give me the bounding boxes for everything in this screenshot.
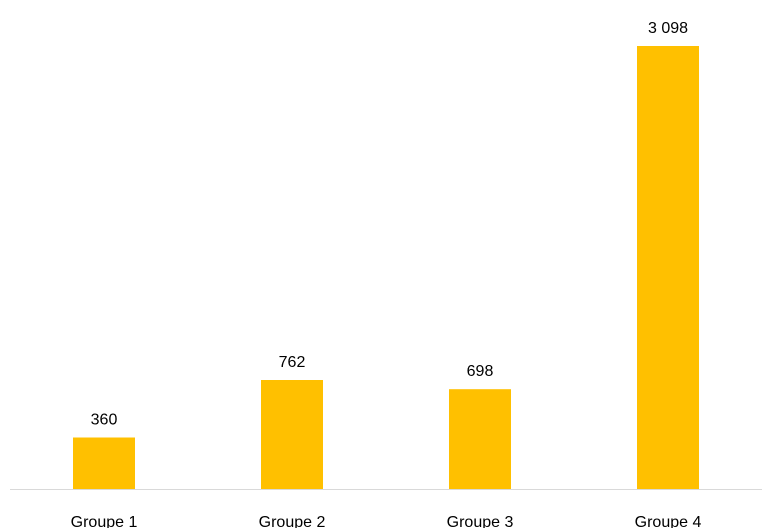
bar-1 bbox=[73, 437, 135, 489]
value-label-2: 762 bbox=[279, 354, 306, 371]
category-label-4: Groupe 4 bbox=[635, 514, 702, 528]
value-labels-group: 360 762 698 3 098 bbox=[91, 20, 688, 429]
bar-4 bbox=[637, 46, 699, 489]
bar-2 bbox=[261, 380, 323, 489]
category-label-2: Groupe 2 bbox=[259, 514, 326, 528]
category-label-1: Groupe 1 bbox=[71, 514, 138, 528]
value-label-4: 3 098 bbox=[648, 20, 688, 37]
value-label-1: 360 bbox=[91, 412, 118, 429]
value-label-3: 698 bbox=[467, 363, 494, 380]
category-label-3: Groupe 3 bbox=[447, 514, 514, 528]
bar-3 bbox=[449, 389, 511, 489]
bars-group bbox=[73, 46, 699, 489]
category-labels-group: Groupe 1 Groupe 2 Groupe 3 Groupe 4 bbox=[71, 514, 702, 528]
